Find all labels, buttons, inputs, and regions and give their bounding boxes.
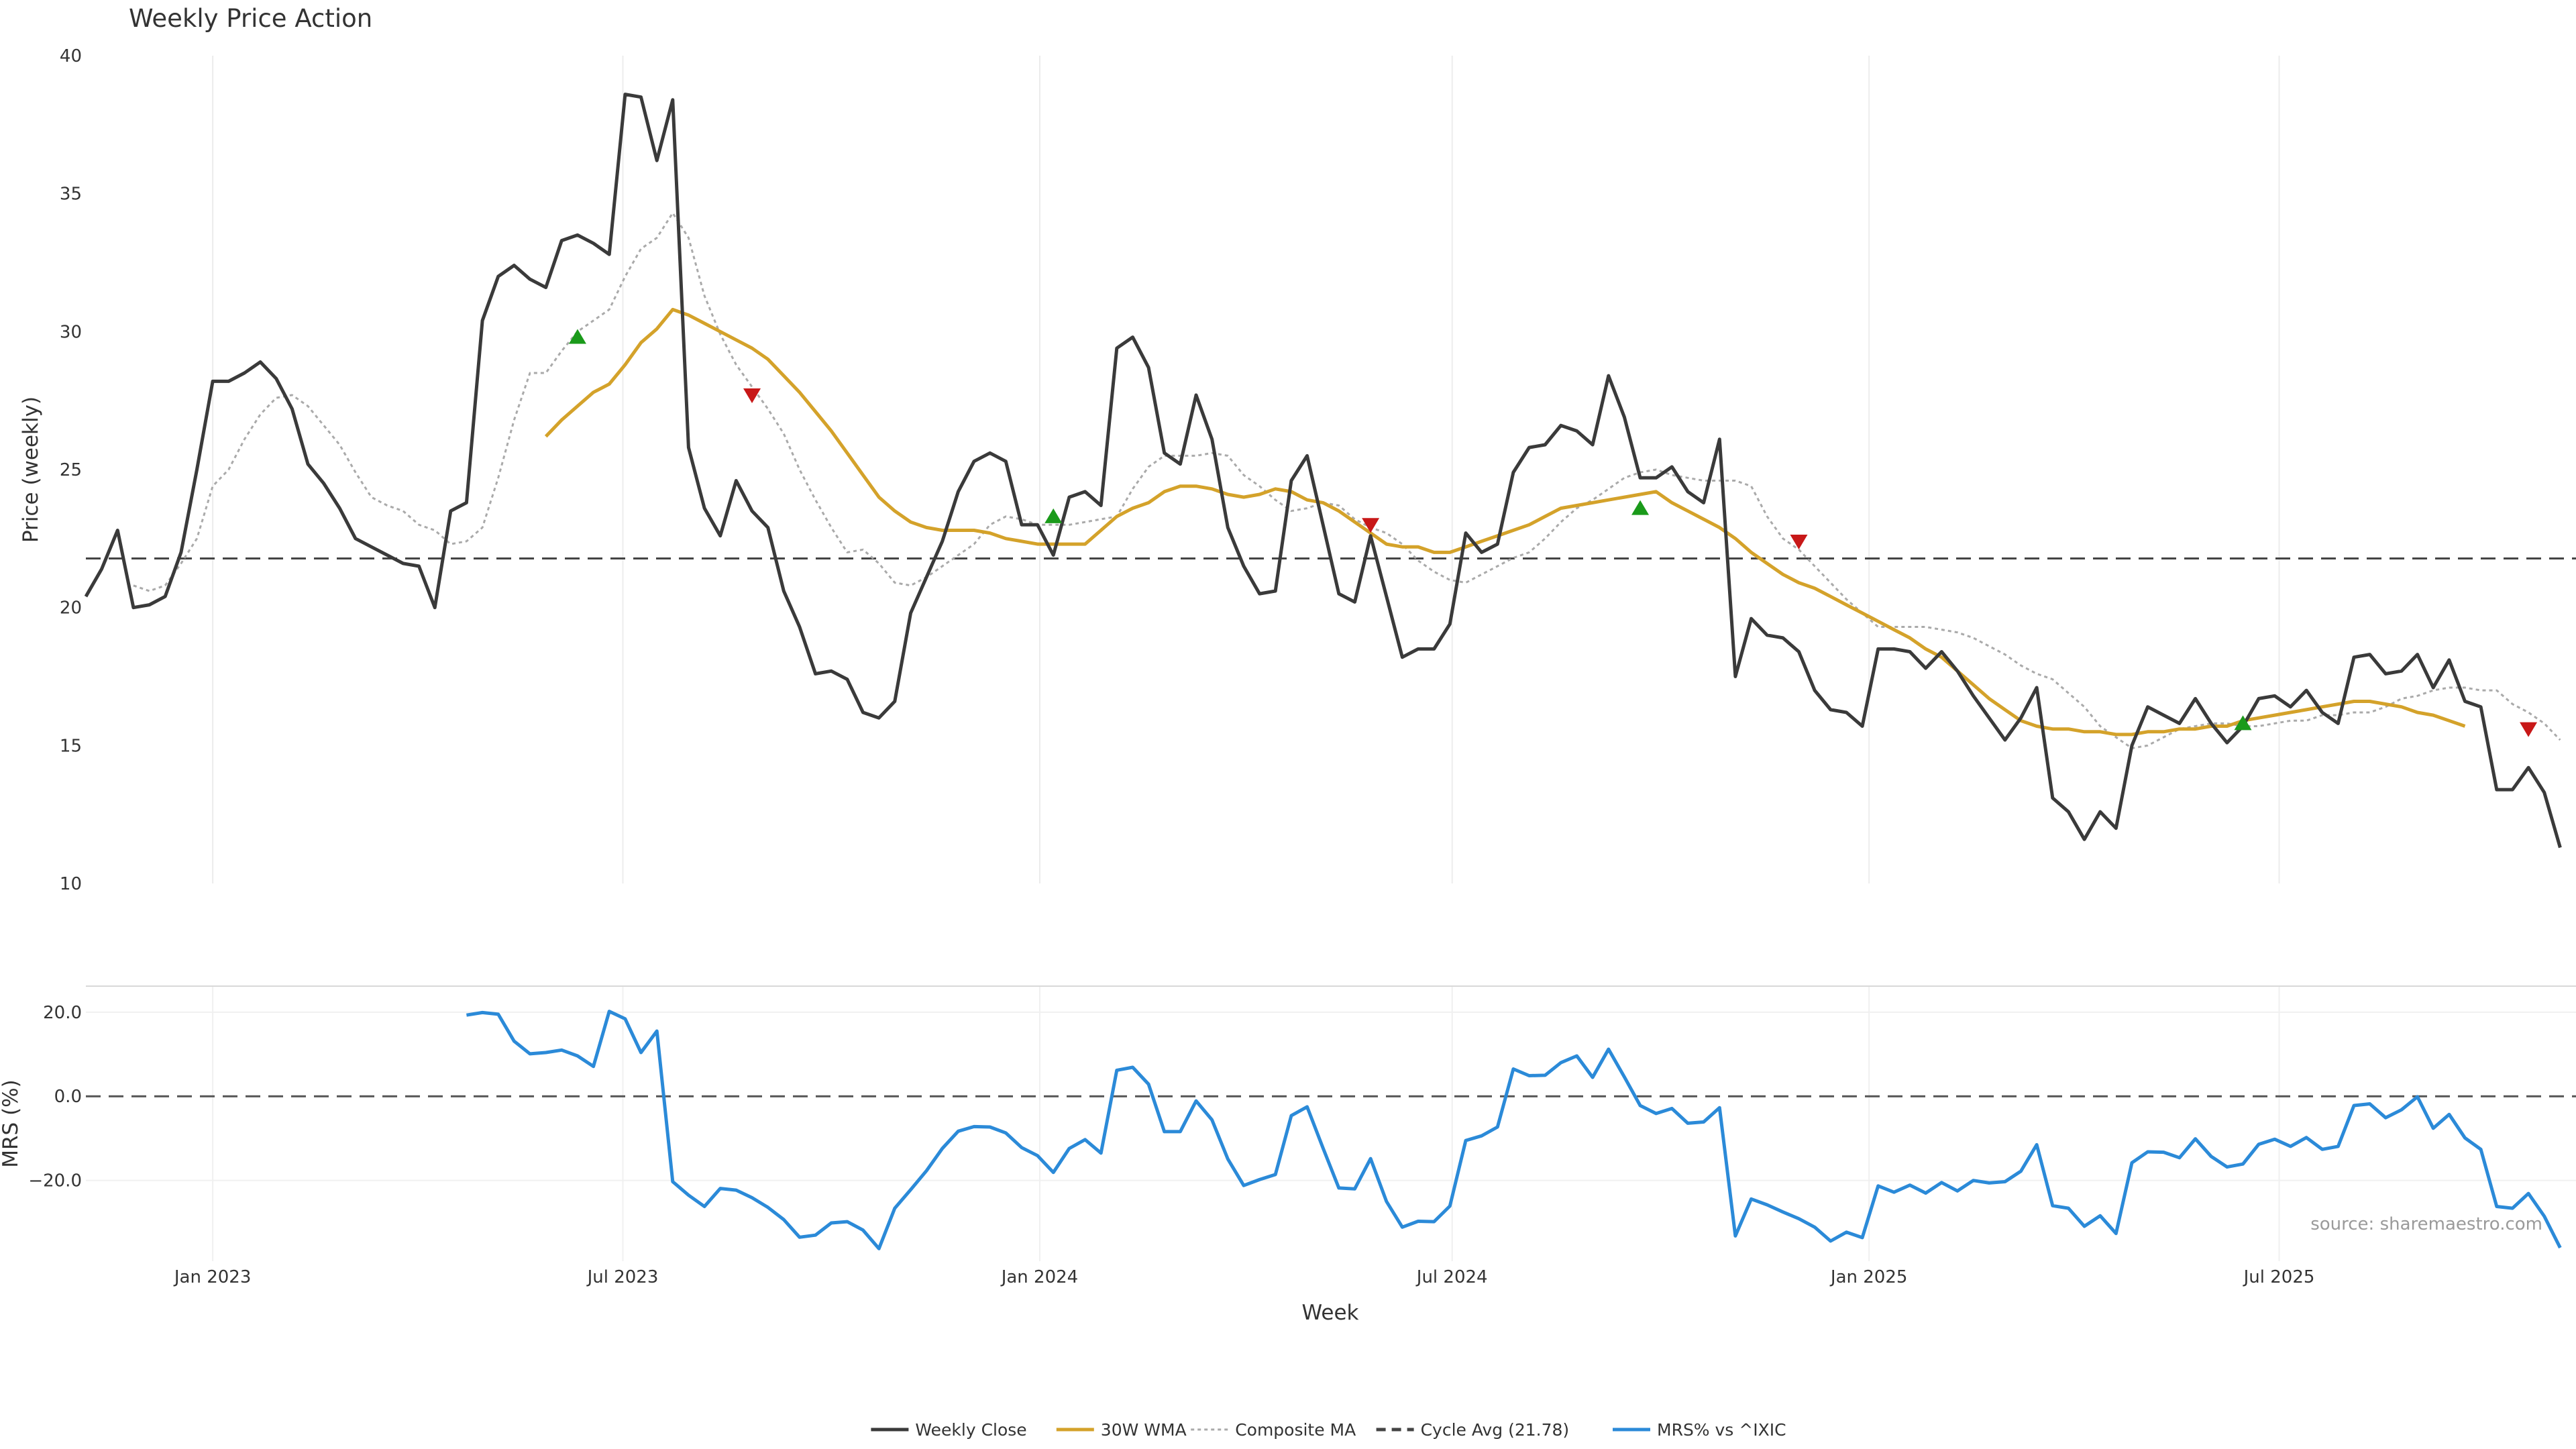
x-tick-label-jan-2024: Jan 2024 [1000,1267,1079,1287]
mrs-y-axis-label: MRS (%) [0,1079,23,1167]
price-grid [212,56,2280,883]
buy-marker [568,329,586,344]
legend-label: 30W WMA [1101,1420,1187,1440]
mrs-y-tick-label: −20.0 [28,1171,82,1191]
mrs-y-tick-label: 20.0 [43,1003,82,1023]
x-tick-label-jul-2025: Jul 2025 [2243,1267,2315,1287]
price-y-ticks: 10 15 20 25 30 35 40 [60,46,82,894]
price-y-tick-label: 20 [60,598,82,619]
buy-marker [1631,500,1650,515]
mrs-grid [86,986,2576,1261]
price-y-tick-label: 25 [60,460,82,480]
legend-item-composite-ma: Composite MA [1191,1420,1356,1440]
price-series [84,93,2576,849]
sell-marker [1790,534,1808,549]
legend-label: MRS% vs ^IXIC [1657,1420,1786,1440]
legend-item-weekly-close: Weekly Close [871,1420,1027,1440]
x-ticks: Jan 2023 Jul 2023 Jan 2024 Jul 2024 Jan 2025… [173,1267,2315,1287]
mrs-y-tick-label: 0.0 [54,1087,82,1107]
sell-marker [743,388,761,403]
series-mrs-vs-ixic [466,1010,2562,1250]
x-tick-label-jul-2024: Jul 2024 [1415,1267,1488,1287]
series-weekly-close [84,93,2562,849]
source-note: source: sharemaestro.com [2310,1214,2542,1234]
x-axis-label: Week [1302,1301,1359,1325]
legend-label: Weekly Close [915,1420,1026,1440]
legend-item-cycle-avg-21-78: Cycle Avg (21.78) [1376,1420,1570,1440]
legend-label: Cycle Avg (21.78) [1421,1420,1570,1440]
buy-marker [1044,508,1063,523]
price-y-tick-label: 35 [60,184,82,205]
buy-marker [2234,715,2252,731]
legend-item-30w-wma: 30W WMA [1056,1420,1187,1440]
sell-marker [2520,722,2538,737]
x-tick-label-jan-2025: Jan 2025 [1829,1267,1908,1287]
legend-label: Composite MA [1235,1420,1356,1440]
signal-markers [568,329,2538,737]
sell-marker [1362,518,1380,533]
mrs-series [466,1010,2562,1250]
x-tick-label-jul-2023: Jul 2023 [586,1267,659,1287]
mrs-y-ticks: 20.0 0.0 −20.0 [28,1003,82,1191]
price-y-tick-label: 30 [60,322,82,342]
series-30w-wma [544,307,2466,737]
price-y-tick-label: 40 [60,46,82,66]
chart-title: Weekly Price Action [129,4,372,33]
legend: Weekly Close 30W WMA Composite MA Cycle Avg… [871,1420,1786,1440]
price-y-tick-label: 10 [60,874,82,894]
price-y-axis-label: Price (weekly) [19,396,43,543]
x-tick-label-jan-2023: Jan 2023 [173,1267,252,1287]
price-y-tick-label: 15 [60,736,82,756]
legend-item-mrs-vs-ixic: MRS% vs ^IXIC [1613,1420,1786,1440]
